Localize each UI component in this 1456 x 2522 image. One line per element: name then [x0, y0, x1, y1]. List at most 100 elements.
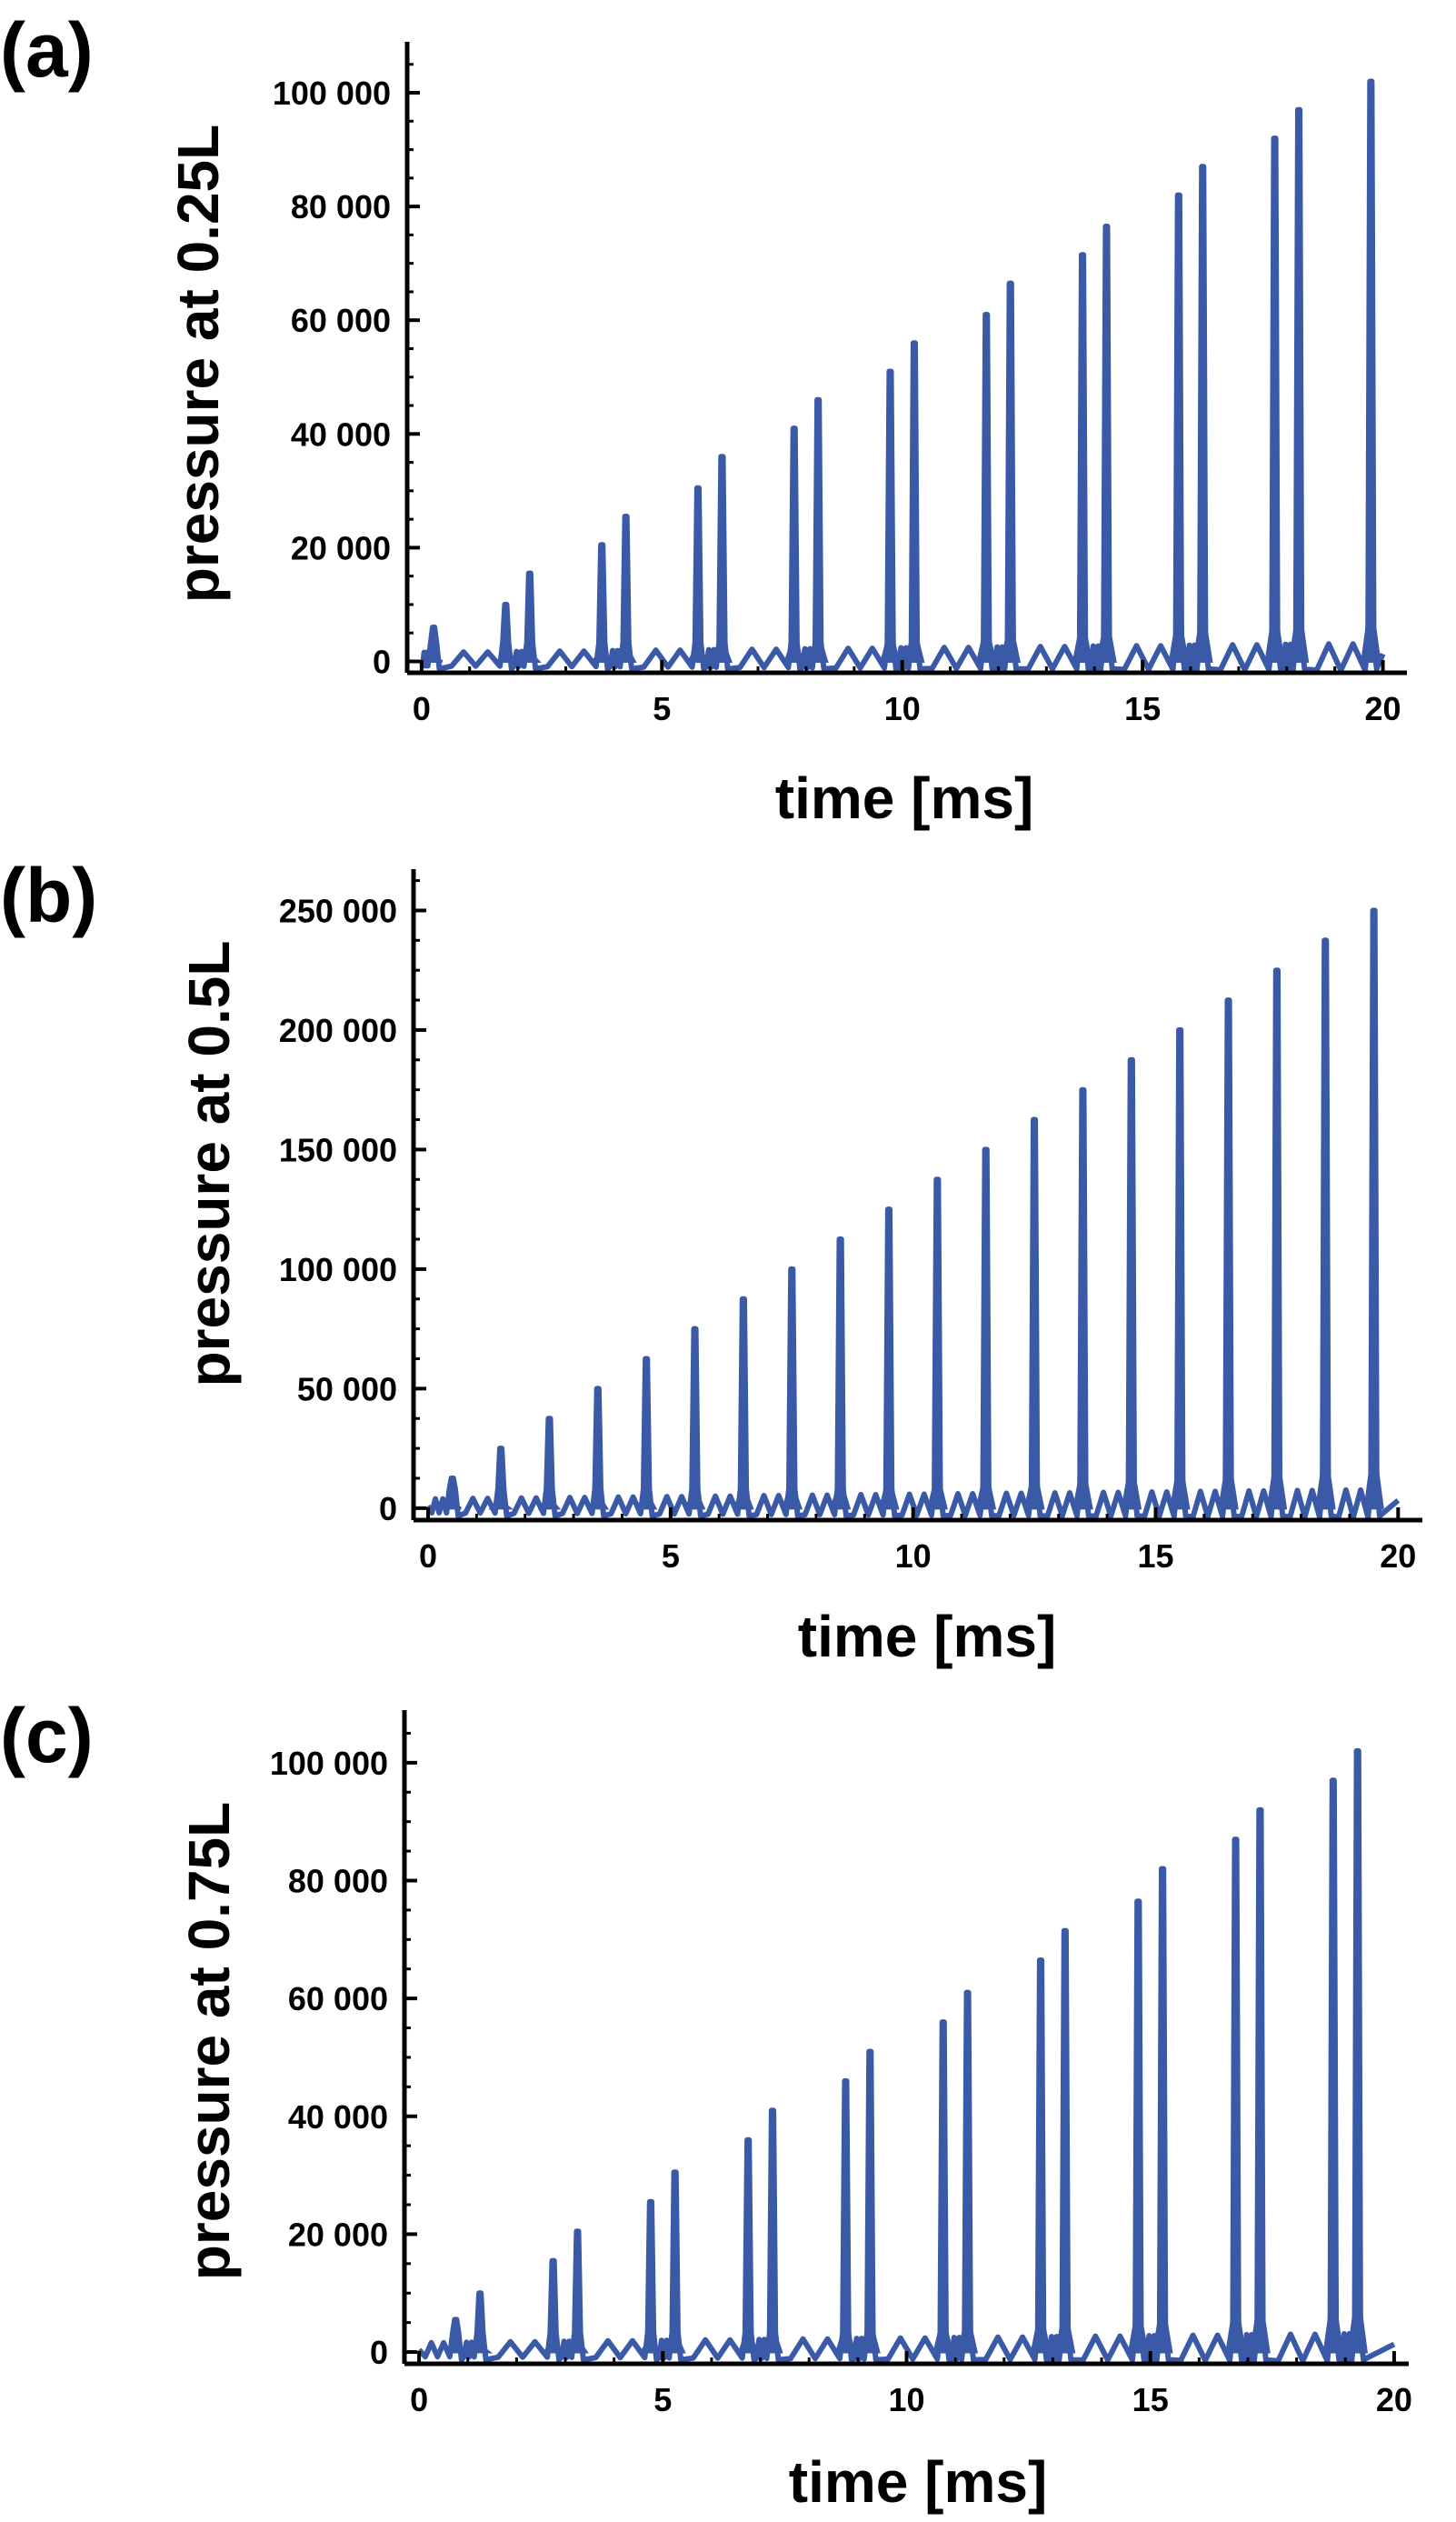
peak-mark	[1000, 282, 1022, 663]
y-tick-label: 60 000	[288, 1980, 388, 2017]
x-tick-label: 5	[653, 2381, 672, 2418]
peak-mark	[1169, 1028, 1191, 1510]
peak-mark	[1314, 938, 1336, 1510]
peak-mark	[1096, 225, 1117, 663]
peak-mark	[926, 1177, 948, 1510]
x-axis-title: time [ms]	[775, 766, 1034, 831]
peak-mark	[880, 370, 901, 663]
peak-mark	[488, 1446, 514, 1510]
peak-mark	[424, 625, 444, 663]
panel-c: (c) pressure at 0.75L time [ms] 0 5 10 15 20…	[0, 1693, 1412, 2515]
peak-mark	[859, 2050, 881, 2354]
peak-mark	[975, 1147, 997, 1510]
x-tick-label: 15	[1124, 690, 1161, 727]
peak-mark	[1054, 1929, 1076, 2354]
panel-label: (a)	[0, 7, 94, 93]
peak-mark	[1127, 1899, 1149, 2354]
y-tick-label: 60 000	[291, 302, 391, 339]
y-axis-title: pressure at 0.5L	[176, 941, 242, 1387]
peak-mark	[737, 2138, 759, 2354]
x-tick-label: 20	[1365, 690, 1401, 727]
peak-mark	[1361, 80, 1381, 663]
peak-mark	[783, 426, 805, 663]
x-tick-label: 0	[419, 1537, 437, 1575]
y-tick-label: 100 000	[279, 1251, 397, 1288]
peak-mark	[586, 1386, 610, 1510]
peak-mark	[1266, 968, 1288, 1510]
peak-mark	[733, 1297, 754, 1510]
peak-mark	[493, 603, 519, 663]
peak-mark	[541, 2259, 565, 2354]
peak-mark	[683, 1327, 706, 1510]
peak-mark	[635, 1357, 658, 1510]
y-tick-label: 100 000	[270, 1745, 388, 1782]
peak-mark	[903, 341, 925, 663]
x-axis-title: time [ms]	[789, 2449, 1048, 2515]
y-tick-label: 0	[370, 2334, 388, 2371]
peak-mark	[1347, 1749, 1369, 2354]
peak-mark	[1168, 194, 1190, 663]
y-tick-label: 40 000	[288, 2098, 388, 2136]
peak-mark	[590, 543, 613, 663]
x-tick-label: 20	[1376, 2381, 1412, 2418]
y-tick-label: 40 000	[291, 415, 391, 453]
peak-mark	[1072, 1088, 1093, 1510]
series-line	[416, 1747, 1396, 2364]
peak-mark	[639, 2200, 662, 2354]
peak-mark	[762, 2108, 783, 2354]
panel-label: (b)	[0, 853, 97, 938]
x-tick-label: 0	[410, 2381, 428, 2418]
peak-mark	[1288, 108, 1310, 663]
plot-area: 0 5 10 15 20 0 20 000 40 000 60 000 80 000 100 000	[270, 1710, 1412, 2418]
x-tick-label: 15	[1137, 1537, 1173, 1575]
y-tick-label: 20 000	[291, 529, 391, 566]
panel-b: (b) pressure at 0.5L time [ms] 0 5 10 15 200…	[0, 853, 1422, 1669]
peak-mark	[1152, 1867, 1173, 2354]
y-tick-label: 0	[379, 1490, 397, 1527]
panel-a: (a) pressure at 0.25L time [ms] 0 5 10 15 20…	[0, 7, 1407, 831]
peak-mark	[830, 1237, 852, 1510]
x-tick-label: 5	[653, 690, 671, 727]
series-line	[425, 907, 1401, 1520]
peak-mark	[517, 572, 542, 663]
peak-mark	[957, 1991, 979, 2354]
y-tick-label: 80 000	[288, 1862, 388, 1899]
y-tick-label: 80 000	[291, 188, 391, 225]
peak-mark	[932, 2020, 954, 2354]
peak-mark	[1030, 1958, 1052, 2354]
peak-mark	[663, 2170, 686, 2354]
peak-mark	[1072, 253, 1093, 663]
peak-mark	[1225, 1837, 1246, 2354]
y-axis-title: pressure at 0.75L	[176, 1802, 242, 2281]
peak-mark	[711, 455, 733, 663]
peak-mark	[1192, 165, 1213, 663]
x-tick-label: 5	[662, 1537, 680, 1575]
peak-mark	[878, 1207, 900, 1510]
peak-mark	[1249, 1808, 1271, 2354]
peak-mark	[1218, 998, 1239, 1510]
x-tick-label: 15	[1132, 2381, 1169, 2418]
peak-mark	[807, 398, 829, 663]
peak-mark	[446, 2317, 465, 2354]
x-tick-label: 10	[895, 1537, 932, 1575]
x-tick-label: 20	[1380, 1537, 1416, 1575]
y-axis-title: pressure at 0.25L	[165, 125, 231, 604]
y-tick-label: 100 000	[273, 75, 391, 112]
y-tick-label: 150 000	[279, 1131, 397, 1168]
peak-mark	[1264, 136, 1285, 663]
panel-label: (c)	[0, 1693, 94, 1778]
peak-mark	[1322, 1778, 1344, 2354]
peak-mark	[1121, 1058, 1142, 1510]
peak-mark	[687, 486, 709, 663]
peak-mark	[781, 1267, 803, 1510]
y-tick-label: 0	[373, 643, 391, 680]
x-tick-label: 0	[413, 690, 431, 727]
peak-mark	[1363, 908, 1384, 1510]
y-tick-label: 50 000	[297, 1370, 397, 1407]
peak-mark	[443, 1476, 462, 1510]
x-tick-label: 10	[884, 690, 921, 727]
plot-area: 0 5 10 15 20 0 20 000 40 000 60 000 80 000 100 000	[273, 42, 1407, 727]
series-line	[418, 78, 1386, 674]
x-tick-label: 10	[888, 2381, 924, 2418]
